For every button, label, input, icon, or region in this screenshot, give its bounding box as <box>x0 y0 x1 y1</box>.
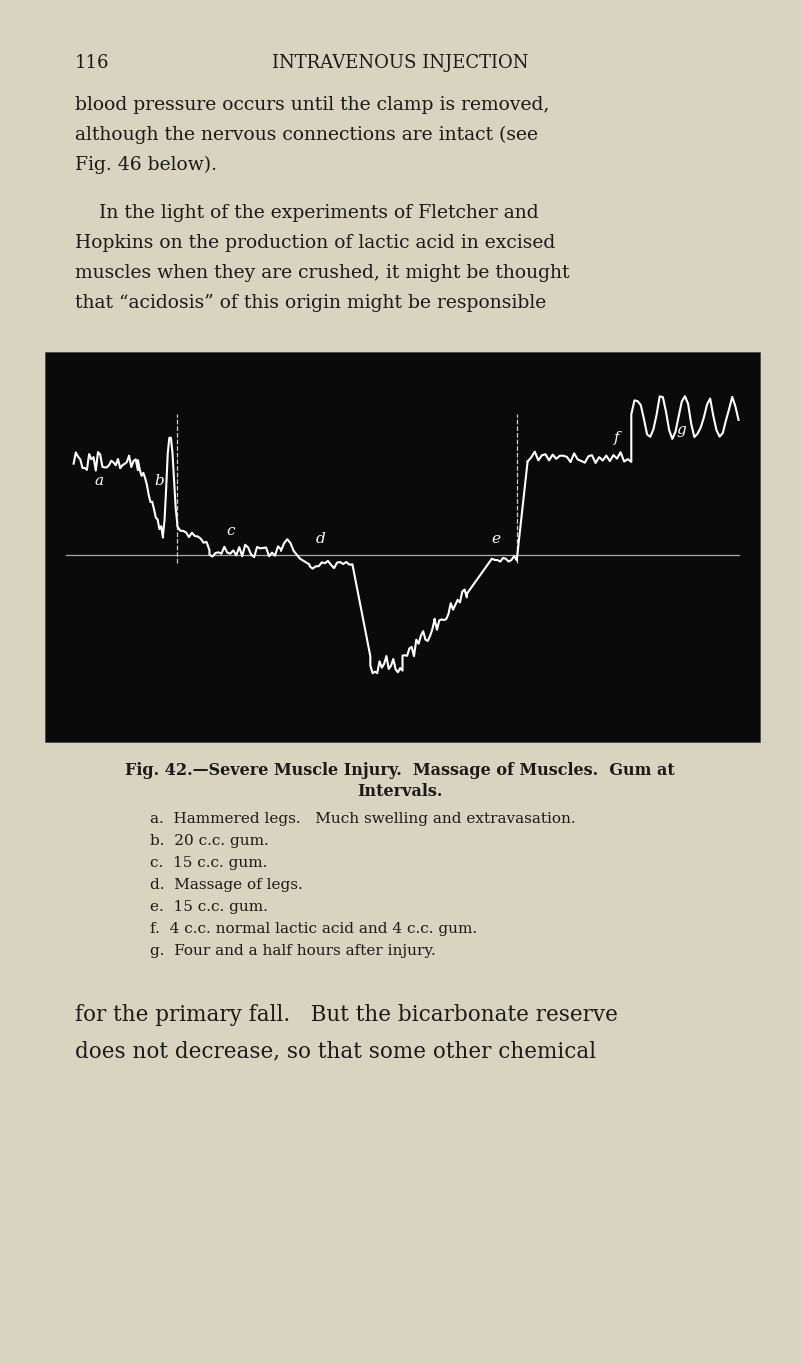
Text: does not decrease, so that some other chemical: does not decrease, so that some other ch… <box>75 1039 596 1063</box>
Text: c.  15 c.c. gum.: c. 15 c.c. gum. <box>150 857 268 870</box>
Text: b: b <box>155 473 164 488</box>
Text: In the light of the experiments of Fletcher and: In the light of the experiments of Fletc… <box>75 205 538 222</box>
Text: a: a <box>94 473 103 488</box>
Text: Fig. 46 below).: Fig. 46 below). <box>75 155 217 175</box>
Text: 116: 116 <box>75 55 110 72</box>
Text: Intervals.: Intervals. <box>357 783 443 801</box>
Text: Fig. 42.—Severe Muscle Injury.  Massage of Muscles.  Gum at: Fig. 42.—Severe Muscle Injury. Massage o… <box>125 762 675 779</box>
Text: INTRAVENOUS INJECTION: INTRAVENOUS INJECTION <box>272 55 528 72</box>
Text: g: g <box>677 423 686 436</box>
Text: that “acidosis” of this origin might be responsible: that “acidosis” of this origin might be … <box>75 295 546 312</box>
Bar <box>45 352 760 742</box>
Text: b.  20 c.c. gum.: b. 20 c.c. gum. <box>150 833 269 848</box>
Text: Hopkins on the production of lactic acid in excised: Hopkins on the production of lactic acid… <box>75 235 555 252</box>
Text: muscles when they are crushed, it might be thought: muscles when they are crushed, it might … <box>75 265 570 282</box>
Text: blood pressure occurs until the clamp is removed,: blood pressure occurs until the clamp is… <box>75 95 549 115</box>
Text: e: e <box>491 532 500 546</box>
Text: f.  4 c.c. normal lactic acid and 4 c.c. gum.: f. 4 c.c. normal lactic acid and 4 c.c. … <box>150 922 477 936</box>
Text: f: f <box>614 431 620 445</box>
Text: e.  15 c.c. gum.: e. 15 c.c. gum. <box>150 900 268 914</box>
Text: g.  Four and a half hours after injury.: g. Four and a half hours after injury. <box>150 944 436 958</box>
Text: c: c <box>227 524 235 539</box>
Text: for the primary fall.   But the bicarbonate reserve: for the primary fall. But the bicarbonat… <box>75 1004 618 1026</box>
Text: although the nervous connections are intact (see: although the nervous connections are int… <box>75 125 538 145</box>
Text: d.  Massage of legs.: d. Massage of legs. <box>150 878 303 892</box>
Text: a.  Hammered legs.   Much swelling and extravasation.: a. Hammered legs. Much swelling and extr… <box>150 812 576 827</box>
Text: d: d <box>316 532 325 546</box>
